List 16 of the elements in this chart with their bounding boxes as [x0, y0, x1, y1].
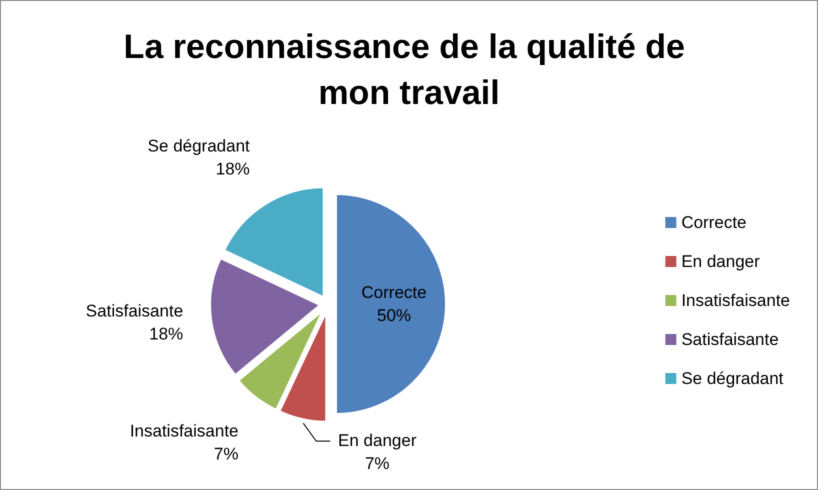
legend-label: En danger [681, 252, 760, 271]
chart-title: La reconnaissance de la qualité de mon travail [124, 28, 694, 112]
legend-label: Correcte [681, 213, 747, 232]
data-label: 7% [214, 444, 239, 464]
slice-label: En danger [338, 431, 417, 450]
data-label: 7% [364, 454, 390, 474]
slice-label: Satisfaisante [86, 301, 184, 320]
data-label: 50% [376, 306, 412, 325]
slice-label: Se dégradant [148, 136, 250, 156]
legend-label: Satisfaisante [681, 330, 779, 349]
legend-label: Insatisfaisante [681, 291, 790, 310]
slice-label: Correcte [361, 283, 427, 302]
slice-label: Insatisfaisante [130, 421, 239, 440]
data-label: 18% [149, 324, 184, 344]
data-label: 18% [216, 160, 250, 179]
legend-label: Se dégradant [681, 369, 784, 388]
